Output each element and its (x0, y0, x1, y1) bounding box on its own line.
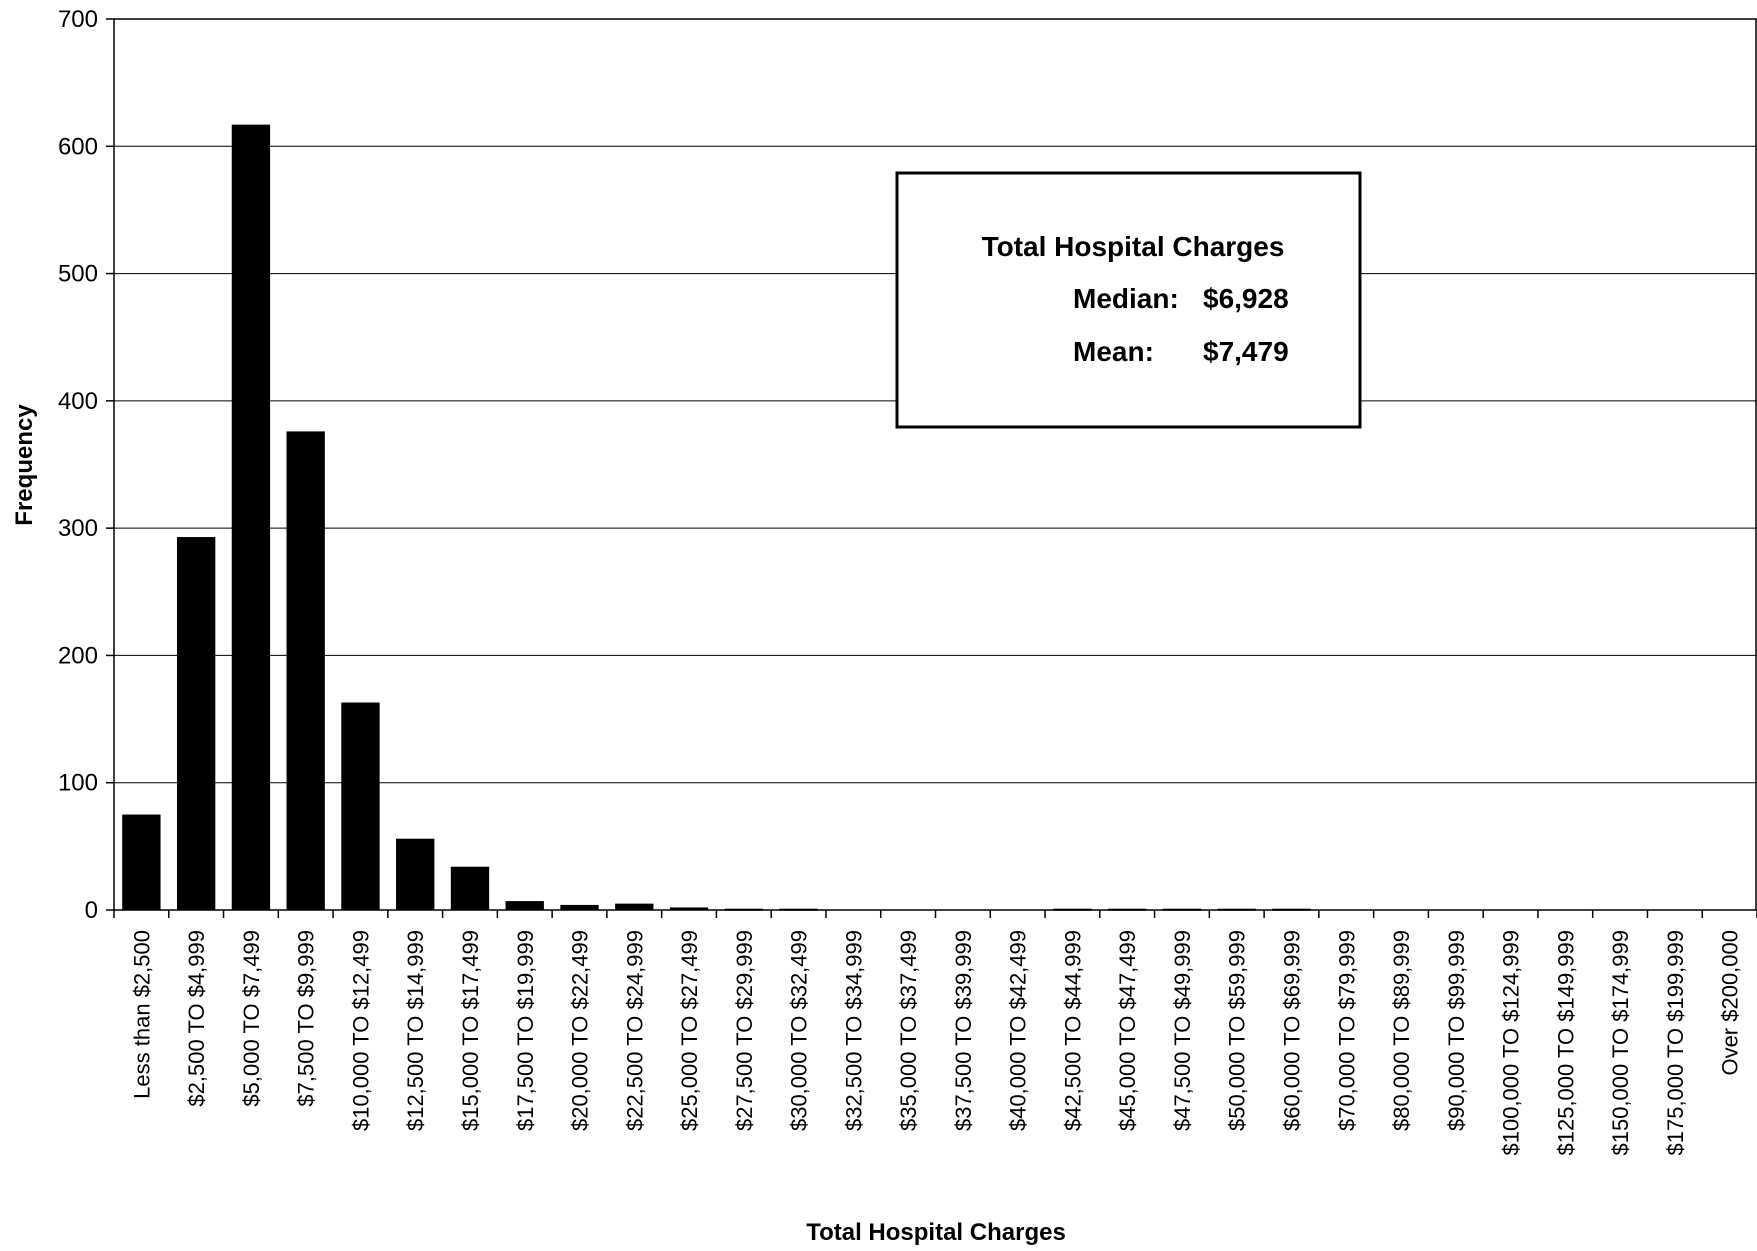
x-tick-label: $35,000 TO $37,499 (896, 930, 921, 1131)
x-tick-label: $20,000 TO $22,499 (568, 930, 593, 1131)
bar (122, 814, 161, 910)
x-tick-label: $100,000 TO $124,999 (1499, 930, 1524, 1156)
x-tick-label: $70,000 TO $79,999 (1334, 930, 1359, 1131)
y-axis-title: Frequency (11, 404, 38, 526)
bar (505, 901, 544, 910)
bar (176, 537, 216, 910)
x-tick-label: $175,000 TO $199,999 (1663, 930, 1688, 1156)
x-axis-title: Total Hospital Charges (806, 1219, 1066, 1246)
median-label: Median: (1073, 283, 1179, 314)
x-tick-label: $17,500 TO $19,999 (513, 930, 538, 1131)
x-tick-label: $15,000 TO $17,499 (458, 930, 483, 1131)
x-tick-label: $5,000 TO $7,499 (239, 930, 264, 1107)
x-tick-label: $30,000 TO $32,499 (787, 930, 812, 1131)
x-tick-label: $80,000 TO $89,999 (1389, 930, 1414, 1131)
plot-frame (113, 18, 1757, 911)
bar (396, 838, 435, 910)
bar (341, 702, 380, 910)
mean-label: Mean: (1073, 336, 1154, 367)
x-tick-label: $60,000 TO $69,999 (1279, 930, 1304, 1131)
stats-box-heading: Total Hospital Charges (982, 231, 1285, 262)
y-tick-label: 100 (58, 770, 98, 797)
y-tick-label: 500 (58, 261, 98, 288)
bars (122, 124, 1311, 911)
x-tick-label: $37,500 TO $39,999 (951, 930, 976, 1131)
x-tick-label: $2,500 TO $4,999 (184, 930, 209, 1107)
stats-box-frame (895, 171, 1362, 429)
bar (286, 431, 325, 910)
bar (615, 903, 654, 910)
x-tick-label: $10,000 TO $12,499 (348, 930, 373, 1131)
x-tick-label: $45,000 TO $47,499 (1115, 930, 1140, 1131)
y-tick-label: 400 (58, 388, 98, 415)
x-tick-label: $125,000 TO $149,999 (1553, 930, 1578, 1156)
y-tick-label: 300 (58, 515, 98, 542)
x-axis-ticks: Less than $2,500 $2,500 TO $4,999 $5,000 T… (113, 910, 1757, 1156)
y-tick-label: 700 (58, 6, 98, 33)
bar (231, 124, 271, 910)
x-tick-label: $40,000 TO $42,499 (1006, 930, 1031, 1131)
x-tick-label: $7,500 TO $9,999 (294, 930, 319, 1107)
y-axis-ticks: 0 100 200 300 400 500 600 700 (58, 6, 114, 924)
stats-box: Total Hospital Charges Median: $6,928 Me… (895, 171, 1362, 429)
y-tick-label: 200 (58, 642, 98, 669)
x-tick-label: $47,500 TO $49,999 (1170, 930, 1195, 1131)
x-tick-label: Less than $2,500 (129, 930, 154, 1099)
y-tick-label: 600 (58, 133, 98, 160)
x-tick-label: Over $200,000 (1718, 930, 1743, 1076)
x-tick-label: $50,000 TO $59,999 (1225, 930, 1250, 1131)
x-tick-label: $150,000 TO $174,999 (1608, 930, 1633, 1156)
x-tick-label: $90,000 TO $99,999 (1444, 930, 1469, 1131)
x-tick-label: $22,500 TO $24,999 (622, 930, 647, 1131)
mean-value: $7,479 (1203, 336, 1289, 367)
x-tick-label: $25,000 TO $27,499 (677, 930, 702, 1131)
median-value: $6,928 (1203, 283, 1289, 314)
y-tick-label: 0 (85, 897, 98, 924)
bar (560, 904, 599, 910)
x-tick-label: $27,500 TO $29,999 (732, 930, 757, 1131)
x-tick-label: $12,500 TO $14,999 (403, 930, 428, 1131)
bar (450, 866, 490, 910)
x-tick-label: $32,500 TO $34,999 (841, 930, 866, 1131)
bar (669, 907, 709, 910)
x-tick-label: $42,500 TO $44,999 (1060, 930, 1085, 1131)
